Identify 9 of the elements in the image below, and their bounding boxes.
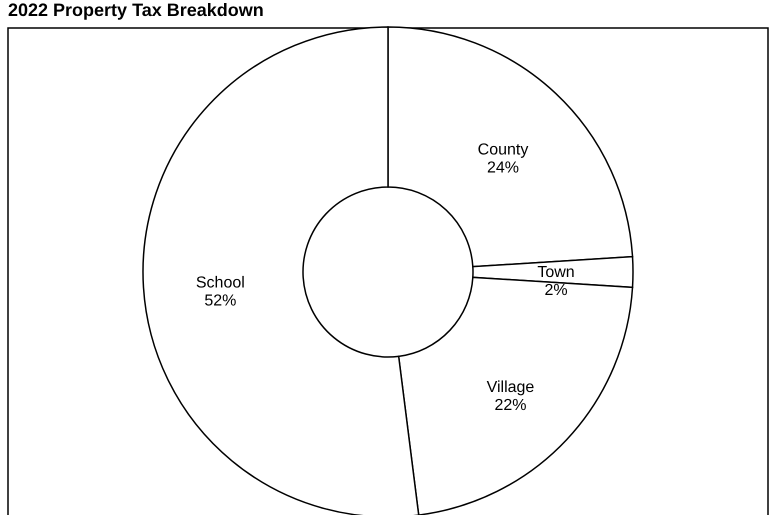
data-label: 22% [494, 397, 526, 414]
slice-label: Town [537, 264, 575, 281]
data-label: 2% [544, 282, 568, 299]
data-label: 24% [486, 160, 520, 177]
chart-title: 2022 Property Tax Breakdown [8, 0, 264, 20]
slice-label: School [196, 274, 245, 292]
slice-label: Village [486, 379, 534, 396]
slice-label: County [478, 142, 528, 159]
data-label: 52% [204, 292, 236, 310]
